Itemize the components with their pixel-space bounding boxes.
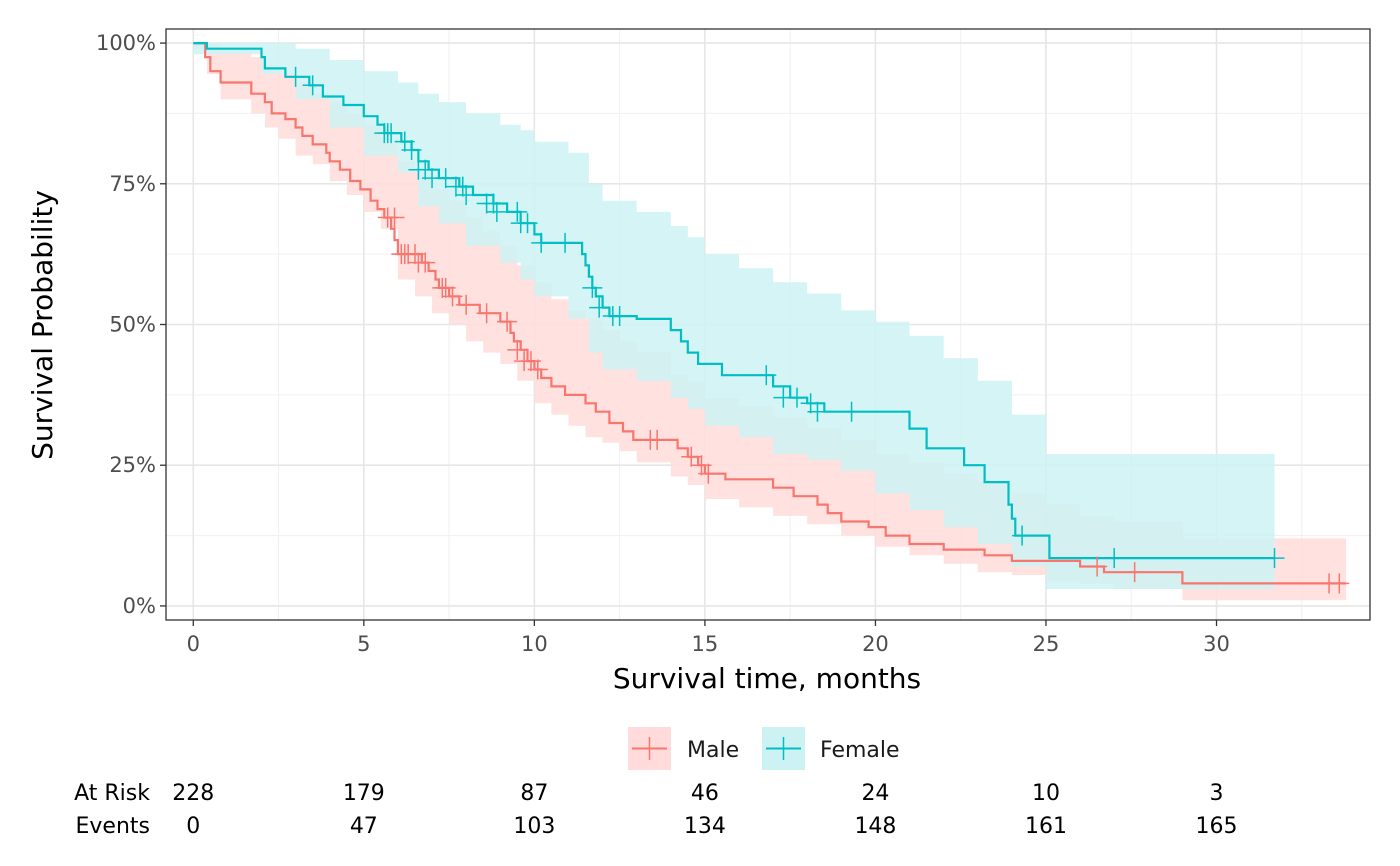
male-censor-mark [456,294,477,315]
male-censor-mark [476,303,497,324]
legend-key-female [762,727,805,770]
female-censor-mark [531,232,552,253]
x-tick-label: 30 [1203,632,1230,656]
female-censor-mark [786,387,807,408]
y-tick-label: 75% [109,172,156,196]
risk-value: 87 [520,781,548,806]
male-censor-mark [415,252,436,273]
female-censor-mark [381,123,402,144]
female-censor-mark [807,401,828,422]
female-confidence-band [193,43,1275,590]
legend-label-female: Female [820,738,900,763]
risk-value: 161 [1025,814,1067,839]
y-tick-label: 100% [96,31,156,55]
female-censor-mark [609,306,630,327]
male-censor-mark [1329,573,1350,594]
legend-key-male [628,727,671,770]
axis-ticks: 0 5 10 15 20 25 30 0% 25% 50% 75% 100% [96,31,1230,656]
risk-row-label: Events [76,814,151,839]
confidence-bands [193,43,1347,601]
x-tick-label: 20 [862,632,889,656]
risk-value: 165 [1196,814,1238,839]
female-survival-curve [193,42,1275,560]
female-censor-mark [841,401,862,422]
female-censor-mark [302,75,323,96]
female-censor-mark [756,365,777,386]
female-censor-mark [486,201,507,222]
risk-value: 103 [513,814,555,839]
female-censor-mark [435,168,456,189]
y-axis-title: Survival Probability [26,190,59,460]
female-censor-mark [582,277,603,298]
female-censor-mark [1012,525,1033,546]
male-censor-mark [507,339,528,360]
male-censor-mark [698,463,719,484]
male-censor-mark [647,429,668,450]
x-tick-label: 5 [357,632,370,656]
risk-value: 10 [1032,781,1060,806]
female-censor-mark [589,297,610,318]
male-censor-mark [527,359,548,380]
risk-row-label: At Risk [74,781,150,806]
risk-value: 179 [343,781,385,806]
x-tick-label: 10 [521,632,548,656]
female-censor-mark [285,66,306,87]
risk-value: 46 [691,781,719,806]
legend: Male Female [628,727,900,770]
male-censor-mark [497,311,518,332]
legend-label-male: Male [687,738,739,763]
risk-value: 228 [172,781,214,806]
x-tick-label: 25 [1033,632,1060,656]
female-censor-mark [456,185,477,206]
female-censor-mark [1264,548,1285,569]
female-censor-mark [483,193,504,214]
male-censor-mark [1087,556,1108,577]
male-censor-mark [404,244,425,265]
x-tick-label: 0 [187,632,200,656]
female-censor-mark [555,232,576,253]
risk-value: 148 [854,814,896,839]
female-censor-mark [1104,548,1125,569]
male-censor-mark [442,286,463,307]
female-censor-mark [507,201,528,222]
risk-value: 47 [350,814,378,839]
x-axis-title: Survival time, months [613,662,921,695]
y-tick-label: 50% [109,313,156,337]
risk-value: 24 [861,781,889,806]
risk-value: 3 [1210,781,1224,806]
male-censor-mark [1124,562,1145,583]
x-tick-label: 15 [692,632,719,656]
y-tick-label: 0% [123,594,156,618]
male-survival-curve [193,42,1347,585]
male-censor-mark [384,207,405,228]
risk-value: 134 [684,814,726,839]
censor-marks [285,66,1350,594]
female-censor-mark [452,176,473,197]
female-censor-mark [517,213,538,234]
risk-value: 0 [186,814,200,839]
male-censor-mark [681,446,702,467]
y-tick-label: 25% [109,453,156,477]
female-censor-mark [401,140,422,161]
survival-curves [193,42,1347,585]
